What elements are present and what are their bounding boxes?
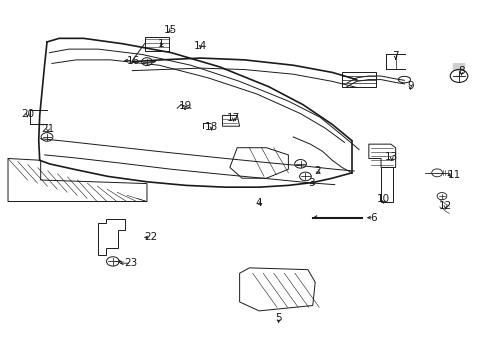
Polygon shape [239, 268, 315, 311]
Polygon shape [8, 158, 147, 202]
Text: 21: 21 [41, 124, 55, 134]
Text: 23: 23 [124, 258, 138, 268]
Text: 1: 1 [158, 39, 164, 49]
Text: 22: 22 [144, 232, 157, 242]
Polygon shape [229, 148, 288, 178]
Text: 13: 13 [385, 152, 398, 162]
Text: 15: 15 [163, 25, 177, 35]
Text: 12: 12 [438, 201, 451, 211]
Polygon shape [144, 37, 168, 51]
Text: 14: 14 [194, 41, 207, 50]
Text: 17: 17 [227, 113, 240, 123]
Text: 4: 4 [255, 198, 262, 208]
Text: 8: 8 [457, 66, 464, 76]
Polygon shape [368, 144, 395, 167]
Text: 7: 7 [391, 51, 398, 61]
Text: 5: 5 [275, 313, 282, 323]
Text: 20: 20 [21, 109, 34, 119]
Text: 19: 19 [178, 102, 191, 112]
Polygon shape [222, 116, 239, 126]
Polygon shape [341, 72, 375, 87]
Text: 16: 16 [126, 55, 140, 66]
Text: 18: 18 [204, 122, 218, 132]
Text: 10: 10 [376, 194, 389, 204]
Text: 2: 2 [314, 166, 320, 176]
Text: 3: 3 [308, 177, 314, 188]
Polygon shape [98, 220, 125, 255]
Text: 9: 9 [406, 81, 413, 91]
Text: 6: 6 [369, 213, 376, 222]
Polygon shape [380, 167, 392, 202]
Text: 11: 11 [447, 170, 460, 180]
